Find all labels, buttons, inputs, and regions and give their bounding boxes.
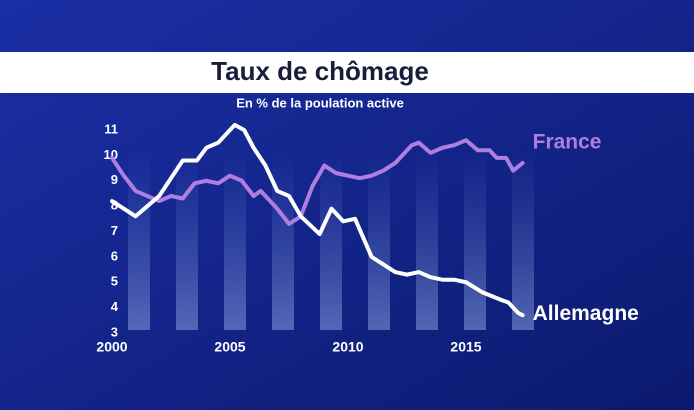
x-tick-label: 2000	[96, 339, 127, 355]
y-tick-label: 7	[111, 223, 118, 238]
stripe	[368, 150, 390, 330]
stripe	[416, 150, 438, 330]
stripe	[224, 150, 246, 330]
y-tick-label: 8	[111, 198, 118, 213]
stripe	[512, 150, 534, 330]
y-tick-label: 4	[111, 299, 119, 314]
title-banner	[0, 52, 694, 93]
stripe	[176, 150, 198, 330]
y-tick-label: 3	[111, 324, 118, 339]
chart-subtitle: En % de la poulation active	[236, 95, 404, 110]
stripe	[320, 150, 342, 330]
stripe	[464, 150, 486, 330]
y-tick-label: 11	[104, 121, 118, 136]
y-tick-label: 5	[111, 274, 118, 289]
x-tick-label: 2005	[214, 339, 245, 355]
line	[110, 122, 525, 318]
line	[110, 138, 525, 226]
x-tick-label: 2010	[332, 339, 363, 355]
decoration	[128, 150, 534, 330]
stripe	[272, 150, 294, 330]
y-tick-label: 6	[111, 248, 118, 263]
stripe	[128, 150, 150, 330]
x-tick-label: 2015	[450, 339, 481, 355]
series-label: Allemagne	[533, 302, 639, 325]
chart-title: Taux de chômage	[211, 56, 429, 86]
series-label: France	[533, 131, 602, 154]
y-tick-label: 9	[111, 172, 118, 187]
